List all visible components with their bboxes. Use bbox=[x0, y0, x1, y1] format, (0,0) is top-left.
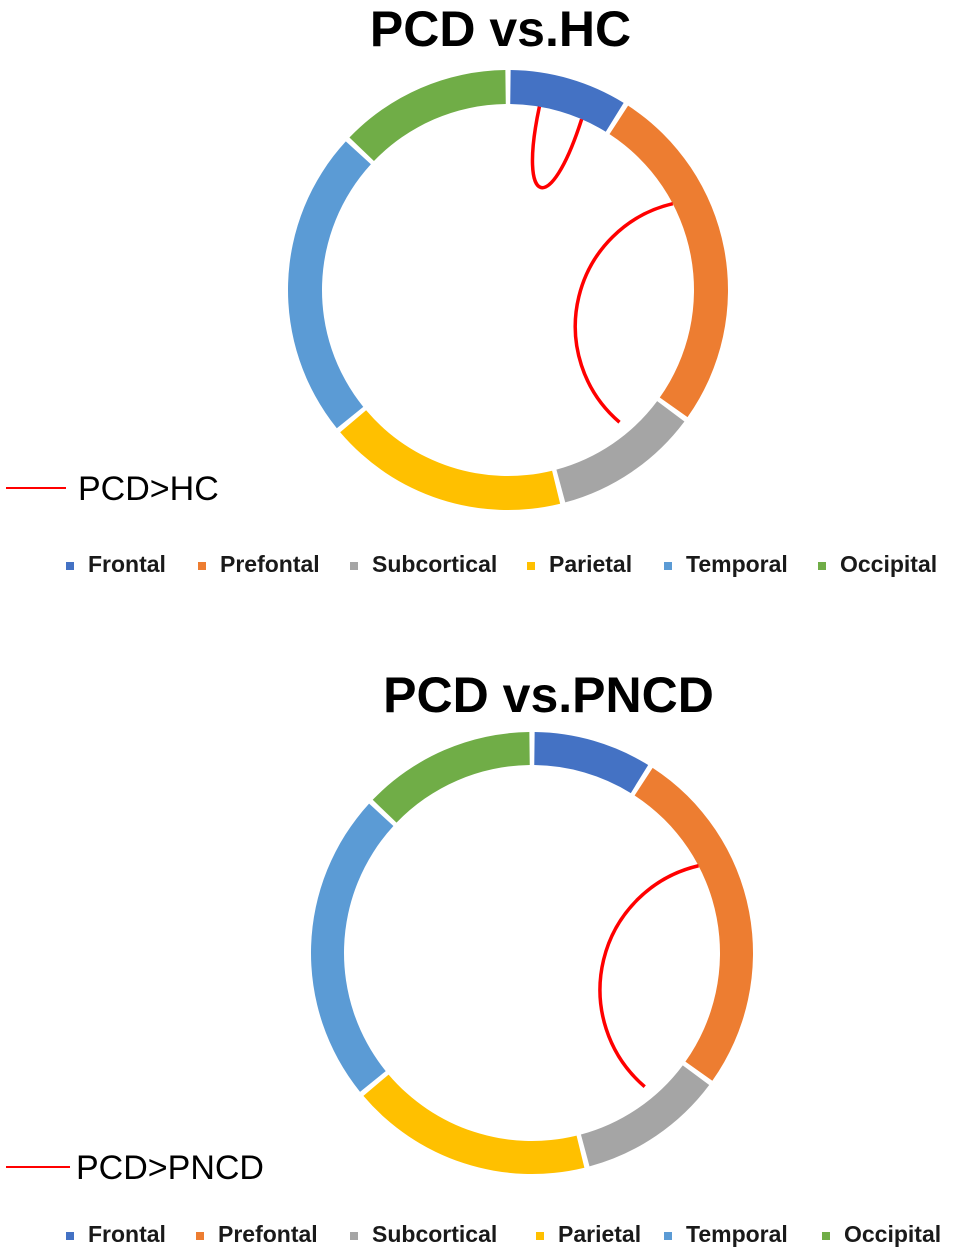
chart-panel-pcd-vs-pncd: PCD vs.PNCD PCD>PNCD Frontal Prefontal S… bbox=[0, 627, 957, 1254]
ring-segment-parietal bbox=[363, 1074, 585, 1174]
legend-swatch bbox=[66, 562, 74, 570]
legend-swatch bbox=[350, 1232, 358, 1240]
legend-label: Frontal bbox=[88, 1221, 166, 1247]
connection-legend-line bbox=[6, 487, 66, 489]
connection-legend-label: PCD>PNCD bbox=[76, 1149, 264, 1187]
ring-segment-subcortical bbox=[556, 401, 685, 503]
ring-chart bbox=[288, 70, 728, 510]
ring-chart bbox=[311, 732, 753, 1174]
legend-label: Frontal bbox=[88, 551, 166, 577]
ring-segment-temporal bbox=[311, 803, 394, 1092]
legend-label: Temporal bbox=[686, 551, 788, 577]
legend-label: Prefontal bbox=[220, 551, 320, 577]
legend-label: Prefontal bbox=[218, 1221, 318, 1247]
legend-label: Parietal bbox=[549, 551, 633, 577]
legend-swatch bbox=[664, 562, 672, 570]
connection-legend-label: PCD>HC bbox=[78, 470, 219, 508]
legend-label: Subcortical bbox=[372, 551, 498, 577]
legend-label: Occipital bbox=[844, 1221, 942, 1247]
connection-prefontal-subcortical bbox=[598, 864, 699, 1088]
ring-segment-prefontal bbox=[634, 767, 753, 1081]
ring-segment-prefontal bbox=[609, 105, 728, 418]
ring-segment-occipital bbox=[372, 732, 530, 823]
legend-label: Subcortical bbox=[372, 1221, 498, 1247]
legend-swatch bbox=[818, 562, 826, 570]
chart-title: PCD vs.HC bbox=[369, 1, 632, 57]
ring-segment-temporal bbox=[288, 141, 371, 429]
legend-swatch bbox=[198, 562, 206, 570]
legend-swatch bbox=[536, 1232, 544, 1240]
legend-label: Occipital bbox=[840, 551, 938, 577]
connection-legend-line bbox=[6, 1166, 70, 1168]
ring-segment-parietal bbox=[340, 410, 561, 510]
legend-swatch bbox=[527, 562, 535, 570]
legend-swatch bbox=[66, 1232, 74, 1240]
legend-label: Temporal bbox=[686, 1221, 788, 1247]
ring-segment-frontal bbox=[534, 732, 649, 794]
legend-swatch bbox=[822, 1232, 830, 1240]
legend-swatch bbox=[664, 1232, 672, 1240]
legend-label: Parietal bbox=[558, 1221, 642, 1247]
connection-frontal-frontal bbox=[530, 106, 584, 190]
chart-title: PCD vs.PNCD bbox=[383, 667, 714, 723]
chart-panel-pcd-vs-hc: PCD vs.HC PCD>HC Frontal Prefontal Subco… bbox=[0, 0, 957, 627]
legend-swatch bbox=[196, 1232, 204, 1240]
ring-segment-subcortical bbox=[580, 1065, 710, 1167]
connection-prefontal-subcortical bbox=[573, 201, 674, 424]
legend-swatch bbox=[350, 562, 358, 570]
ring-segment-occipital bbox=[349, 70, 506, 162]
ring-segment-frontal bbox=[510, 70, 624, 132]
